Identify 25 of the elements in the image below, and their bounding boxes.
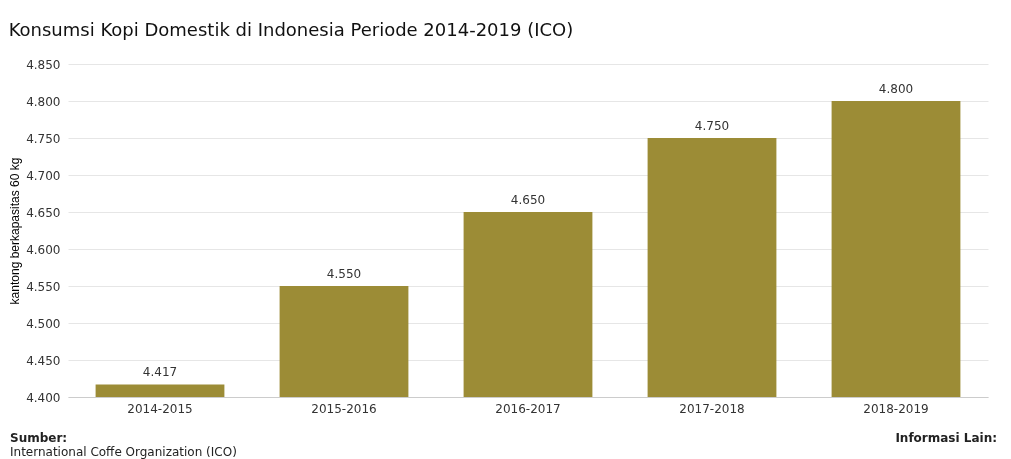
data-label: 4.417: [142, 365, 178, 380]
y-axis-title: kantong berkapasitas 60 kg: [8, 157, 23, 305]
data-label: 4.550: [326, 267, 362, 281]
data-label: 4.750: [694, 119, 730, 133]
y-tick-label: 4.400: [26, 390, 61, 405]
chart-title: Konsumsi Kopi Domestik di Indonesia Periode 2014-2019 (ICO): [8, 19, 574, 40]
text: Sumber:: [10, 431, 68, 445]
x-tick-label: 2017-2018: [679, 401, 745, 416]
text: International Coffe Organization (ICO): [10, 445, 237, 459]
y-tick-label: 4.600: [26, 242, 61, 257]
data-label: 4.800: [878, 82, 914, 96]
x-tick-label: 2014-2015: [127, 401, 193, 416]
y-tick-label: 4.700: [26, 168, 61, 183]
y-tick-label: 4.650: [26, 205, 61, 220]
text: Informasi Lain:: [895, 431, 997, 445]
x-tick-label: 2016-2017: [495, 401, 561, 416]
y-tick-label: 4.800: [26, 94, 61, 109]
y-tick-label: 4.850: [26, 57, 61, 72]
data-label: 4.650: [510, 193, 546, 207]
x-tick-label: 2015-2016: [311, 401, 377, 416]
x-tick-label: 2018-2019: [863, 401, 929, 416]
y-tick-label: 4.750: [26, 131, 61, 146]
y-tick-label: 4.450: [26, 353, 61, 368]
y-tick-label: 4.500: [26, 316, 61, 331]
y-tick-label: 4.550: [26, 279, 61, 294]
